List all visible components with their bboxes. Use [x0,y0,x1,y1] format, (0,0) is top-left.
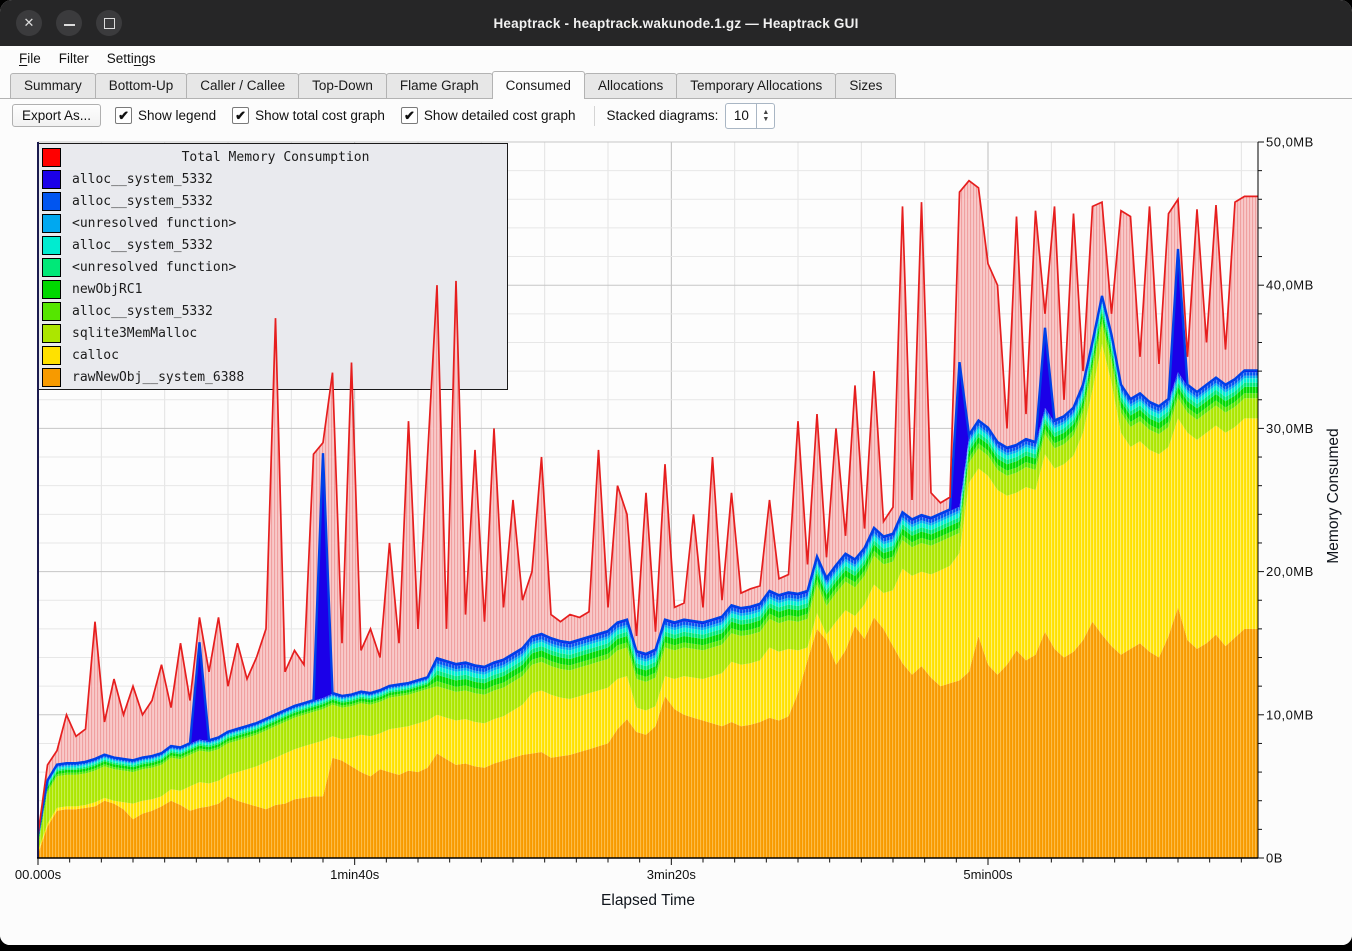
legend-label: alloc__system_5332 [72,304,213,319]
x-axis-title: Elapsed Time [38,892,1258,910]
legend-label: alloc__system_5332 [72,238,213,253]
window-title: Heaptrack - heaptrack.wakunode.1.gz — He… [0,16,1352,31]
legend-label: newObjRC1 [72,282,142,297]
legend-item: calloc [38,344,507,366]
svg-text:20,0MB: 20,0MB [1266,564,1314,579]
export-as-button[interactable]: Export As... [12,104,101,127]
show-detailed-cost-checkbox[interactable]: ✔ [401,107,418,124]
menu-file[interactable]: File [10,49,50,68]
tab-sizes[interactable]: Sizes [835,73,896,98]
tab-caller-callee[interactable]: Caller / Callee [186,73,299,98]
maximize-icon [104,18,115,29]
show-legend-label: Show legend [138,108,216,123]
legend-swatch [42,346,61,365]
show-legend-checkbox[interactable]: ✔ [115,107,132,124]
legend-item: sqlite3MemMalloc [38,322,507,344]
legend-label: alloc__system_5332 [72,194,213,209]
spin-up-icon[interactable]: ▲ [762,109,769,116]
legend-swatch [42,148,61,167]
close-button[interactable]: ✕ [16,10,42,36]
legend-item: newObjRC1 [38,278,507,300]
legend-item: <unresolved function> [38,256,507,278]
tab-top-down[interactable]: Top-Down [298,73,387,98]
tab-allocations[interactable]: Allocations [584,73,677,98]
maximize-button[interactable] [96,10,122,36]
legend-swatch [42,302,61,321]
svg-text:10,0MB: 10,0MB [1266,707,1314,722]
spinbox-arrows[interactable]: ▲ ▼ [756,104,774,128]
svg-text:30,0MB: 30,0MB [1266,421,1314,436]
tab-flame-graph[interactable]: Flame Graph [386,73,493,98]
legend-swatch [42,236,61,255]
svg-text:5min00s: 5min00s [963,867,1013,882]
legend-label: alloc__system_5332 [72,172,213,187]
legend-label: rawNewObj__system_6388 [72,370,244,385]
stacked-diagrams-label: Stacked diagrams: [607,108,719,123]
minimize-button[interactable] [56,10,82,36]
legend-item: <unresolved function> [38,212,507,234]
tab-consumed[interactable]: Consumed [492,71,585,99]
tab-summary[interactable]: Summary [10,73,96,98]
app-window: ✕ Heaptrack - heaptrack.wakunode.1.gz — … [0,0,1352,945]
legend-item: alloc__system_5332 [38,190,507,212]
legend-swatch [42,258,61,277]
svg-text:00.000s: 00.000s [15,867,62,882]
show-detailed-cost-label: Show detailed cost graph [424,108,576,123]
svg-text:50,0MB: 50,0MB [1266,135,1314,150]
legend-label: <unresolved function> [72,216,236,231]
minimize-icon [64,24,75,26]
show-detailed-cost-checkbox-group[interactable]: ✔ Show detailed cost graph [401,107,576,124]
stacked-diagrams-value[interactable]: 10 [726,104,756,128]
y-axis-title: Memory Consumed [1325,416,1343,576]
legend-swatch [42,214,61,233]
legend-label: <unresolved function> [72,260,236,275]
toolbar: Export As... ✔ Show legend ✔ Show total … [0,99,1352,132]
show-total-cost-checkbox-group[interactable]: ✔ Show total cost graph [232,107,385,124]
legend-item: rawNewObj__system_6388 [38,366,507,388]
toolbar-separator [594,106,595,126]
svg-text:3min20s: 3min20s [647,867,697,882]
title-bar: ✕ Heaptrack - heaptrack.wakunode.1.gz — … [0,0,1352,46]
legend-swatch [42,324,61,343]
legend-swatch [42,280,61,299]
legend-label: sqlite3MemMalloc [72,326,197,341]
legend-item: alloc__system_5332 [38,168,507,190]
close-icon: ✕ [24,15,35,31]
menu-bar: File Filter Settings [0,46,1352,71]
spin-down-icon[interactable]: ▼ [762,116,769,123]
tab-temporary-allocations[interactable]: Temporary Allocations [676,73,836,98]
tab-bottom-up[interactable]: Bottom-Up [95,73,188,98]
chart-legend: Total Memory Consumption alloc__system_53… [37,143,508,390]
show-total-cost-checkbox[interactable]: ✔ [232,107,249,124]
legend-swatch [42,192,61,211]
show-legend-checkbox-group[interactable]: ✔ Show legend [115,107,216,124]
legend-item: alloc__system_5332 [38,234,507,256]
legend-swatch [42,170,61,189]
consumed-chart[interactable]: 00.000s 1min40s 3min20s 5min00s 0B 10,0MB 20,0… [0,132,1352,945]
svg-text:0B: 0B [1266,851,1283,866]
legend-label: Total Memory Consumption [72,150,479,165]
stacked-diagrams-spinbox[interactable]: 10 ▲ ▼ [725,103,775,129]
menu-settings[interactable]: Settings [98,49,165,68]
svg-text:1min40s: 1min40s [330,867,380,882]
legend-title-row: Total Memory Consumption [38,146,507,168]
legend-item: alloc__system_5332 [38,300,507,322]
svg-text:40,0MB: 40,0MB [1266,278,1314,293]
legend-swatch [42,368,61,387]
tab-bar: Summary Bottom-Up Caller / Callee Top-Do… [0,71,1352,99]
legend-label: calloc [72,348,119,363]
menu-filter[interactable]: Filter [50,49,98,68]
show-total-cost-label: Show total cost graph [255,108,385,123]
